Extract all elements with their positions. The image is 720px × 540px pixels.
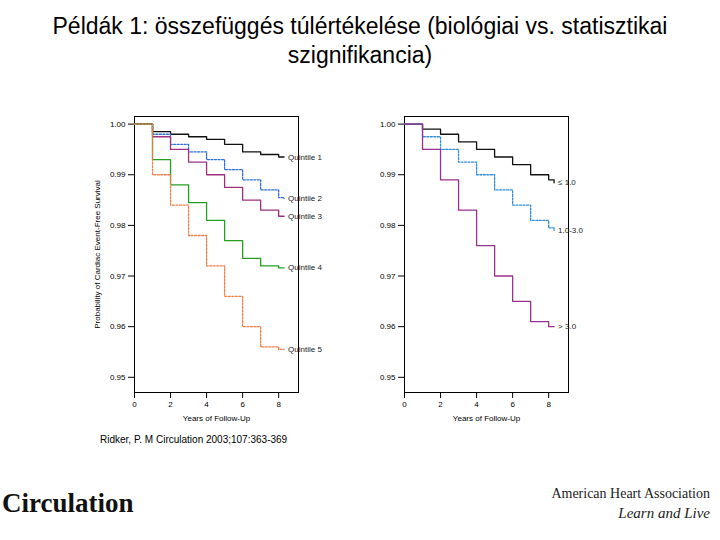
svg-text:Quintile 5: Quintile 5 [288, 345, 322, 354]
svg-text:Quintile 1: Quintile 1 [288, 153, 322, 162]
html-text:Circulation: Circulation [2, 488, 134, 518]
svg-text:0.96: 0.96 [110, 322, 126, 331]
svg-text:1.0-3.0: 1.0-3.0 [558, 226, 583, 235]
html-text:American Heart Association: American Heart Association [551, 486, 710, 501]
svg-text:6: 6 [510, 400, 515, 409]
html-text:Példák 1: összefüggés túlérték: Példák 1: összefüggés túlértékelése (bio… [52, 13, 668, 68]
svg-text:0.95: 0.95 [380, 373, 396, 382]
svg-text:0.98: 0.98 [380, 221, 396, 230]
svg-text:8: 8 [276, 400, 281, 409]
svg-text:0.99: 0.99 [380, 170, 396, 179]
svg-text:2: 2 [438, 400, 443, 409]
svg-text:Quintile 2: Quintile 2 [288, 194, 322, 203]
svg-text:4: 4 [474, 400, 479, 409]
svg-text:2: 2 [168, 400, 173, 409]
svg-text:0.97: 0.97 [380, 272, 396, 281]
svg-text:6: 6 [240, 400, 245, 409]
svg-text:0.95: 0.95 [110, 373, 126, 382]
svg-text:Quintile 4: Quintile 4 [288, 263, 322, 272]
svg-text:0.98: 0.98 [110, 221, 126, 230]
svg-text:Quintile 3: Quintile 3 [288, 212, 322, 221]
svg-text:1.00: 1.00 [380, 120, 396, 129]
svg-text:0: 0 [402, 400, 407, 409]
svg-text:≤ 1.0: ≤ 1.0 [558, 178, 576, 187]
svg-text:0.97: 0.97 [110, 272, 126, 281]
svg-text:0.96: 0.96 [380, 322, 396, 331]
svg-text:4: 4 [204, 400, 209, 409]
html-text:Learn and Live: Learn and Live [618, 505, 710, 521]
svg-text:8: 8 [546, 400, 551, 409]
svg-text:> 3.0: > 3.0 [558, 322, 577, 331]
svg-text:Years of Follow-Up: Years of Follow-Up [183, 414, 251, 423]
svg-text:1.00: 1.00 [110, 120, 126, 129]
svg-text:0: 0 [132, 400, 137, 409]
svg-text:0.99: 0.99 [110, 170, 126, 179]
svg-text:Years of Follow-Up: Years of Follow-Up [453, 414, 521, 423]
svg-text:Probability of Cardiac Event-F: Probability of Cardiac Event-Free Surviv… [93, 180, 102, 329]
html-text:Ridker, P. M Circulation 2003;: Ridker, P. M Circulation 2003;107:363-36… [100, 434, 288, 445]
